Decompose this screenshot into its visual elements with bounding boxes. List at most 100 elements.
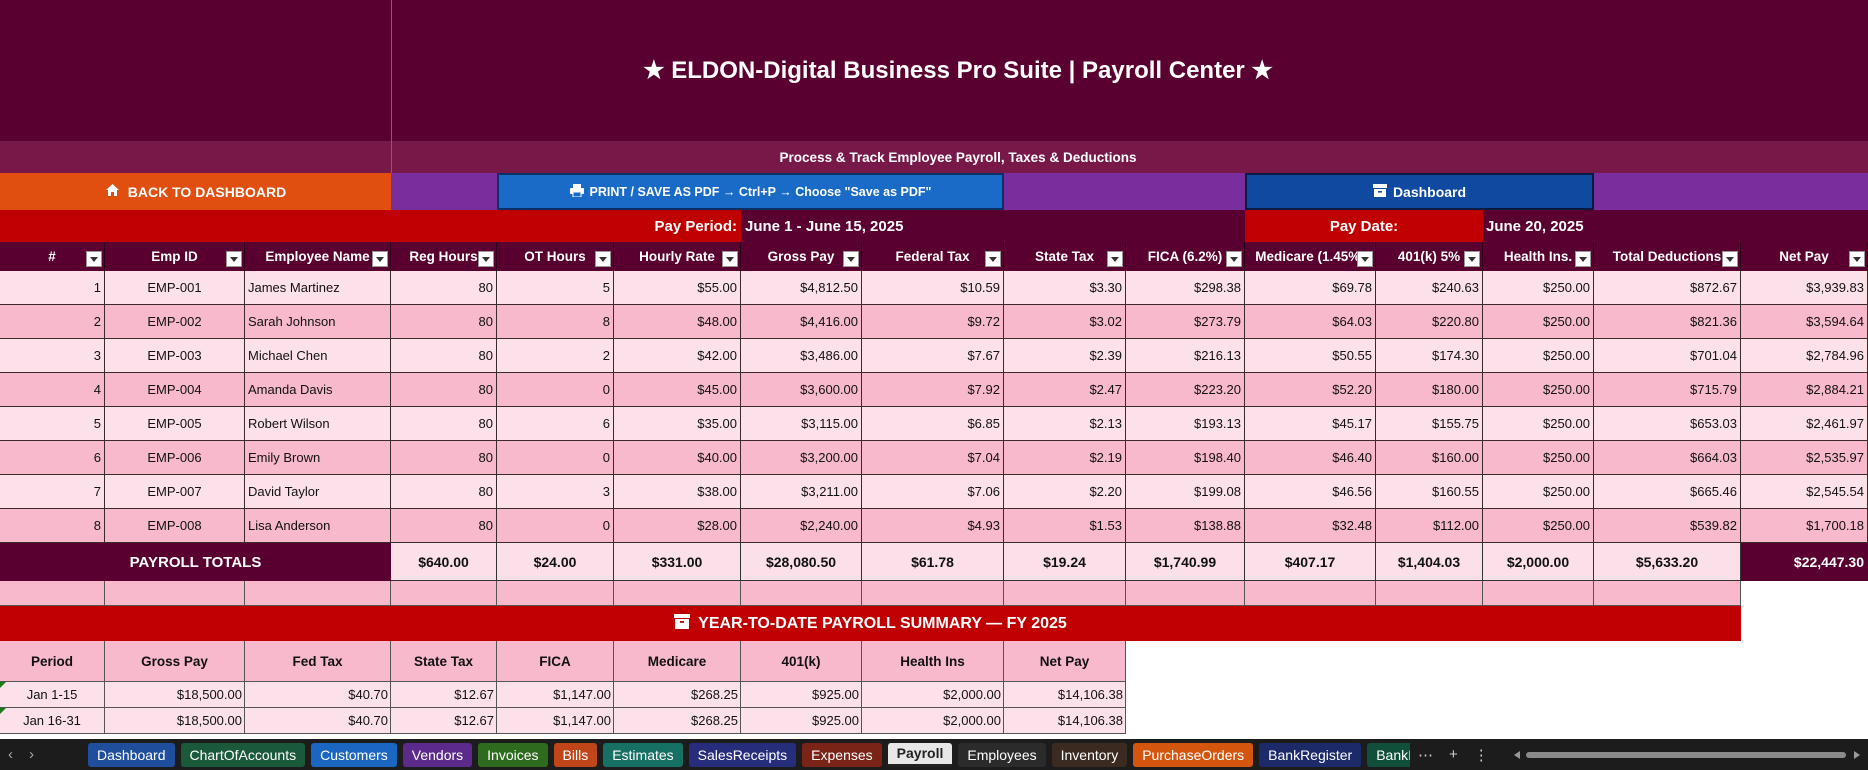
table-cell[interactable]: 2 (497, 339, 614, 373)
scroll-right-icon[interactable]: › (29, 746, 34, 763)
table-cell[interactable]: $2.47 (1004, 373, 1126, 407)
back-to-dashboard-button[interactable]: BACK TO DASHBOARD (0, 173, 391, 210)
column-header-employee-name[interactable]: Employee Name (245, 242, 391, 271)
blank-cell[interactable] (497, 581, 614, 606)
column-header-ot-hours[interactable]: OT Hours (497, 242, 614, 271)
column-header-net-pay[interactable]: Net Pay (1741, 242, 1868, 271)
ytd-cell[interactable]: $1,147.00 (497, 708, 614, 734)
filter-dropdown-icon[interactable] (1849, 251, 1865, 267)
table-cell[interactable]: 4 (0, 373, 105, 407)
blank-cell[interactable] (862, 581, 1004, 606)
filter-dropdown-icon[interactable] (1575, 251, 1591, 267)
table-cell[interactable]: $69.78 (1245, 271, 1376, 305)
tab-invoices[interactable]: Invoices (478, 742, 548, 767)
table-cell[interactable]: $665.46 (1594, 475, 1741, 509)
table-cell[interactable]: $250.00 (1483, 407, 1594, 441)
table-cell[interactable]: $1.53 (1004, 509, 1126, 543)
table-cell[interactable]: Sarah Johnson (245, 305, 391, 339)
column-header-federal-tax[interactable]: Federal Tax (862, 242, 1004, 271)
column-header-emp-id[interactable]: Emp ID (105, 242, 245, 271)
blank-cell[interactable] (0, 581, 105, 606)
filter-dropdown-icon[interactable] (722, 251, 738, 267)
table-cell[interactable]: $28.00 (614, 509, 741, 543)
table-cell[interactable]: $52.20 (1245, 373, 1376, 407)
table-cell[interactable]: 6 (497, 407, 614, 441)
table-cell[interactable]: $220.80 (1376, 305, 1483, 339)
table-cell[interactable]: $10.59 (862, 271, 1004, 305)
table-cell[interactable]: $35.00 (614, 407, 741, 441)
table-cell[interactable]: 3 (497, 475, 614, 509)
table-cell[interactable]: $160.55 (1376, 475, 1483, 509)
table-cell[interactable]: Robert Wilson (245, 407, 391, 441)
table-cell[interactable]: 80 (391, 407, 497, 441)
table-cell[interactable]: $138.88 (1126, 509, 1245, 543)
column-header-hourly-rate[interactable]: Hourly Rate (614, 242, 741, 271)
table-cell[interactable]: $664.03 (1594, 441, 1741, 475)
table-cell[interactable]: EMP-007 (105, 475, 245, 509)
table-cell[interactable]: $55.00 (614, 271, 741, 305)
filter-dropdown-icon[interactable] (1464, 251, 1480, 267)
ytd-cell[interactable]: Jan 1-15 (0, 682, 105, 708)
table-cell[interactable]: $223.20 (1126, 373, 1245, 407)
table-cell[interactable]: EMP-001 (105, 271, 245, 305)
scroll-left-icon[interactable]: ‹ (8, 746, 13, 763)
tab-dashboard[interactable]: Dashboard (88, 742, 175, 767)
table-cell[interactable]: $2,545.54 (1741, 475, 1868, 509)
sheet-options-icon[interactable]: ⋮ (1473, 746, 1489, 764)
table-cell[interactable]: $4,416.00 (741, 305, 862, 339)
table-cell[interactable]: $3,600.00 (741, 373, 862, 407)
table-cell[interactable]: $7.67 (862, 339, 1004, 373)
table-cell[interactable]: $7.06 (862, 475, 1004, 509)
table-cell[interactable]: EMP-002 (105, 305, 245, 339)
filter-dropdown-icon[interactable] (595, 251, 611, 267)
table-cell[interactable]: $250.00 (1483, 475, 1594, 509)
blank-cell[interactable] (1126, 581, 1245, 606)
table-cell[interactable]: $250.00 (1483, 271, 1594, 305)
table-cell[interactable]: $701.04 (1594, 339, 1741, 373)
table-cell[interactable]: $240.63 (1376, 271, 1483, 305)
table-cell[interactable]: $715.79 (1594, 373, 1741, 407)
table-cell[interactable]: EMP-008 (105, 509, 245, 543)
table-cell[interactable]: 2 (0, 305, 105, 339)
table-cell[interactable]: $3.30 (1004, 271, 1126, 305)
ytd-cell[interactable]: Jan 16-31 (0, 708, 105, 734)
blank-cell[interactable] (1376, 581, 1483, 606)
table-cell[interactable]: $42.00 (614, 339, 741, 373)
table-cell[interactable]: $7.04 (862, 441, 1004, 475)
tab-inventory[interactable]: Inventory (1051, 742, 1128, 767)
ytd-cell[interactable]: $2,000.00 (862, 708, 1004, 734)
table-cell[interactable]: $50.55 (1245, 339, 1376, 373)
ytd-cell[interactable]: $925.00 (741, 682, 862, 708)
table-cell[interactable]: $4.93 (862, 509, 1004, 543)
table-cell[interactable]: 0 (497, 441, 614, 475)
tab-payroll[interactable]: Payroll (887, 742, 953, 767)
table-cell[interactable]: 0 (497, 509, 614, 543)
more-tabs-icon[interactable]: ⋯ (1418, 746, 1433, 764)
ytd-cell[interactable]: $2,000.00 (862, 682, 1004, 708)
table-cell[interactable]: 80 (391, 271, 497, 305)
table-cell[interactable]: $298.38 (1126, 271, 1245, 305)
table-cell[interactable]: $45.00 (614, 373, 741, 407)
table-cell[interactable]: $199.08 (1126, 475, 1245, 509)
table-cell[interactable]: $2,884.21 (1741, 373, 1868, 407)
add-sheet-icon[interactable]: + (1449, 746, 1458, 763)
table-cell[interactable]: $1,700.18 (1741, 509, 1868, 543)
table-cell[interactable]: 1 (0, 271, 105, 305)
table-cell[interactable]: 3 (0, 339, 105, 373)
table-cell[interactable]: $40.00 (614, 441, 741, 475)
table-cell[interactable]: $2.20 (1004, 475, 1126, 509)
blank-cell[interactable] (245, 581, 391, 606)
tab-expenses[interactable]: Expenses (802, 742, 882, 767)
pay-date-value[interactable]: June 20, 2025 (1483, 210, 1868, 242)
table-cell[interactable]: $653.03 (1594, 407, 1741, 441)
table-cell[interactable]: $48.00 (614, 305, 741, 339)
table-cell[interactable]: $3,115.00 (741, 407, 862, 441)
table-cell[interactable]: James Martinez (245, 271, 391, 305)
ytd-cell[interactable]: $40.70 (245, 708, 391, 734)
filter-dropdown-icon[interactable] (843, 251, 859, 267)
table-cell[interactable]: $9.72 (862, 305, 1004, 339)
tab-estimates[interactable]: Estimates (603, 742, 683, 767)
table-cell[interactable]: David Taylor (245, 475, 391, 509)
table-cell[interactable]: Lisa Anderson (245, 509, 391, 543)
table-cell[interactable]: $2.19 (1004, 441, 1126, 475)
